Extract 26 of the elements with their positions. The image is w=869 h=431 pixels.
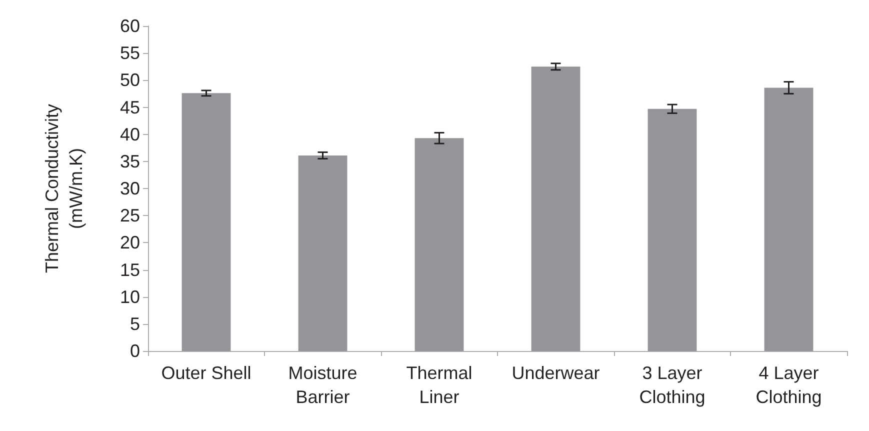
y-tick-label: 30 [120, 178, 140, 198]
bar [531, 66, 580, 351]
x-tick-label: Outer Shell [161, 363, 252, 383]
bar [648, 108, 697, 351]
y-axis-title: Thermal Conductivity (mW/m.K) [42, 104, 86, 274]
y-tick-label: 25 [120, 206, 140, 226]
bar [764, 88, 814, 351]
x-tick-label: Moisture Barrier [288, 363, 358, 407]
y-tick-label: 55 [120, 43, 140, 64]
y-tick-label: 0 [130, 341, 140, 361]
bar [298, 155, 348, 351]
x-tick-label: 3 Layer Clothing [639, 363, 706, 407]
x-tick-label: Underwear [512, 363, 600, 383]
bar [414, 138, 464, 351]
y-tick-label: 15 [120, 260, 140, 280]
y-tick-label: 50 [120, 70, 140, 90]
y-tick-label: 10 [120, 286, 140, 307]
y-tick-label: 60 [120, 16, 140, 36]
y-tick-label: 35 [120, 151, 140, 172]
y-tick-label: 45 [120, 97, 140, 118]
x-tick-label: Thermal Liner [406, 363, 472, 407]
x-tick-label: 4 Layer Clothing [756, 363, 822, 407]
y-tick-label: 5 [130, 314, 140, 334]
bar [182, 93, 231, 351]
y-tick-label: 20 [120, 232, 140, 253]
y-tick-label: 40 [120, 124, 140, 144]
